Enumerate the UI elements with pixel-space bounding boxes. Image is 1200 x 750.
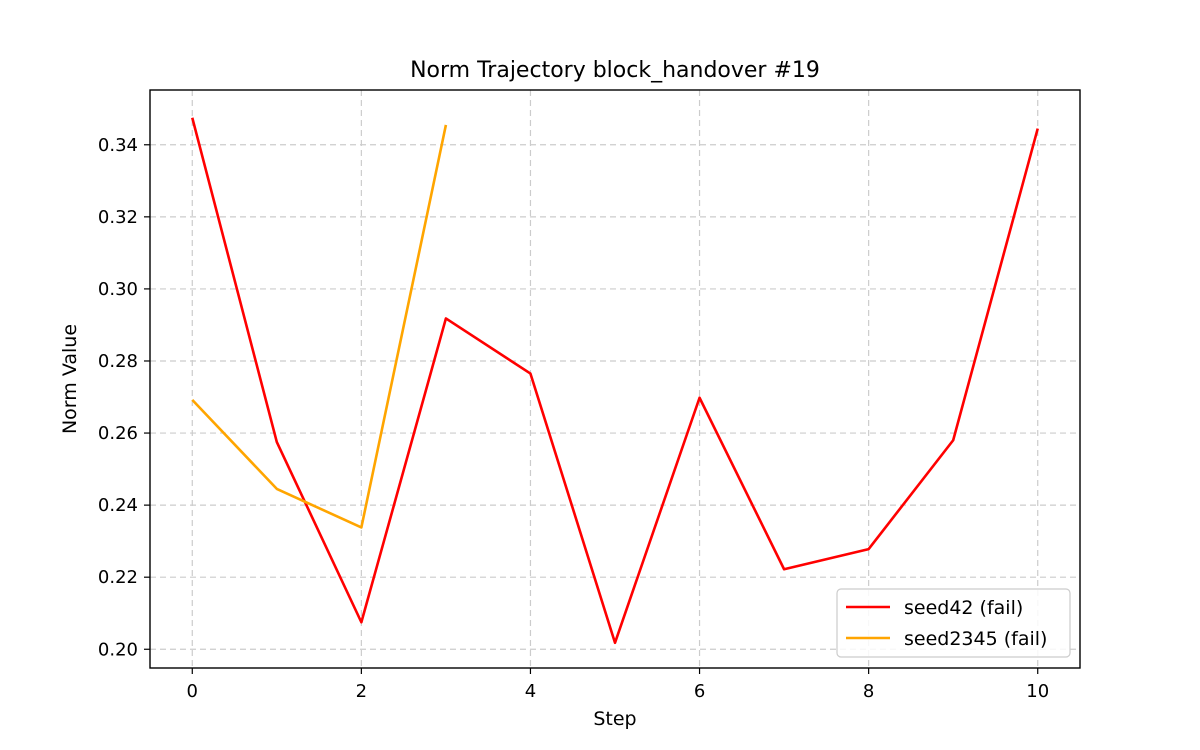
series-line-1 (191, 117, 1039, 645)
y-tick-label: 0.22 (98, 567, 138, 588)
legend-frame (836, 588, 1071, 658)
x-tick-label: 10 (1026, 681, 1049, 702)
chart-title: Norm Trajectory block_handover #19 (410, 58, 820, 83)
legend: seed42 (fail) seed2345 (fail) (836, 588, 1071, 658)
x-axis-label: Step (593, 708, 636, 730)
x-tick-label: 2 (356, 681, 367, 702)
grid-layer (150, 90, 1080, 668)
legend-label-1: seed42 (fail) (904, 597, 1023, 619)
y-axis-label: Norm Value (59, 324, 81, 434)
y-tick-label: 0.34 (98, 135, 138, 156)
y-tick-label: 0.24 (98, 495, 138, 516)
plot-frame (149, 89, 1081, 669)
x-tick-label: 0 (187, 681, 198, 702)
y-tick-label: 0.28 (98, 351, 138, 372)
series-line-2 (191, 124, 448, 529)
legend-entries: seed42 (fail) seed2345 (fail) (846, 597, 1047, 650)
y-tick-label: 0.32 (98, 207, 138, 228)
x-tick-label: 8 (863, 681, 874, 702)
series-layer (191, 117, 1039, 645)
y-tick-label: 0.20 (98, 639, 138, 660)
tick-layer: 0 2 4 6 8 10 0.20 0.22 0.24 0.26 0.28 0.30 0.32 0.34 (98, 135, 1049, 702)
y-tick-label: 0.26 (98, 423, 138, 444)
y-tick-label: 0.30 (98, 279, 138, 300)
x-tick-label: 6 (694, 681, 705, 702)
legend-label-2: seed2345 (fail) (904, 628, 1047, 650)
x-tick-label: 4 (525, 681, 536, 702)
